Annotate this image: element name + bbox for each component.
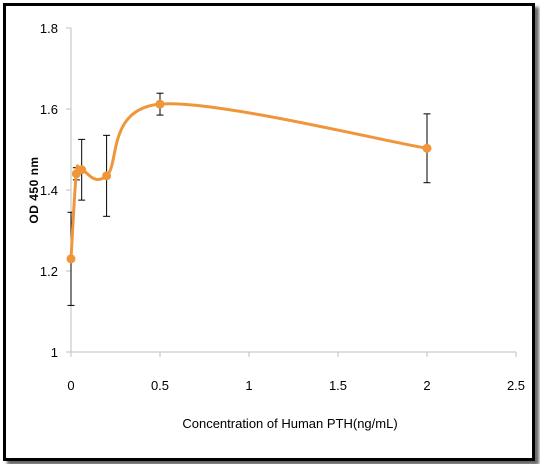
data-point (66, 254, 76, 264)
data-point (422, 143, 432, 153)
x-tick-label: 2.5 (507, 378, 525, 393)
x-tick-label: 0.5 (151, 378, 169, 393)
tick-labels: 0 0.5 1 1.5 2 2.5 1 1.2 1.4 1.6 1.8 (40, 21, 525, 393)
axes (66, 27, 517, 357)
y-tick-label: 1.6 (40, 102, 58, 117)
x-tick-label: 1 (245, 378, 252, 393)
y-axis-title: OD 450 nm (27, 156, 41, 223)
y-tick-label: 1.4 (40, 183, 58, 198)
series-line-group (69, 102, 428, 259)
data-point (102, 171, 112, 181)
y-tick-label: 1 (51, 345, 58, 360)
chart-frame (3, 3, 535, 461)
y-tick-label: 1.8 (40, 21, 58, 36)
x-tick-label: 0 (67, 378, 74, 393)
data-point (155, 99, 165, 109)
y-tick-label: 1.2 (40, 264, 58, 279)
series-line (69, 102, 428, 259)
x-axis-title: Concentration of Human PTH(ng/mL) (182, 416, 397, 431)
x-tick-label: 2 (423, 378, 430, 393)
data-points (66, 99, 432, 264)
data-point (77, 165, 87, 175)
x-tick-label: 1.5 (329, 378, 347, 393)
